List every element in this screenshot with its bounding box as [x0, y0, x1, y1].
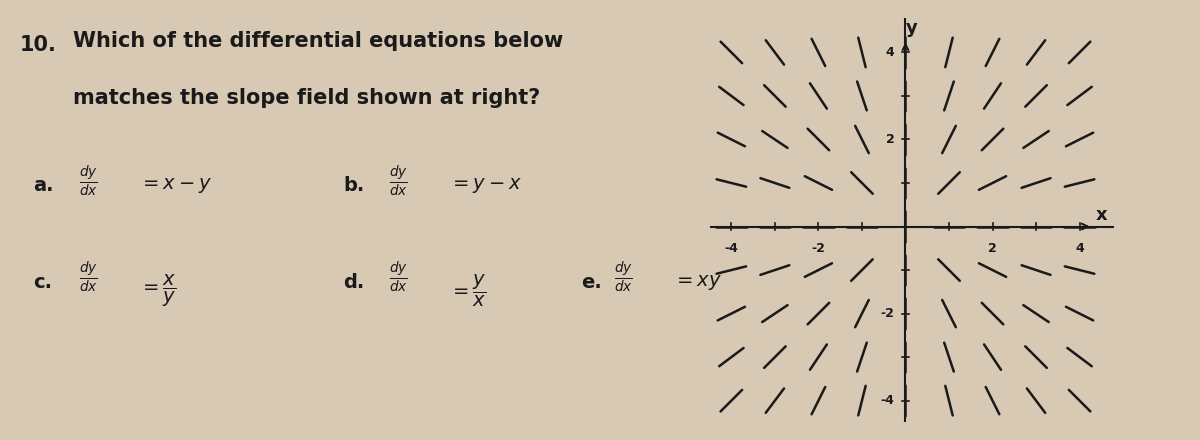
Text: $= \dfrac{y}{x}$: $= \dfrac{y}{x}$	[449, 273, 486, 309]
Text: Which of the differential equations below: Which of the differential equations belo…	[72, 31, 563, 51]
Text: -2: -2	[811, 242, 826, 255]
Text: e.: e.	[581, 273, 601, 292]
Text: -4: -4	[725, 242, 738, 255]
Text: $= y - x$: $= y - x$	[449, 176, 522, 195]
Text: $= xy$: $= xy$	[673, 273, 722, 292]
Text: matches the slope field shown at right?: matches the slope field shown at right?	[72, 88, 540, 108]
Text: b.: b.	[343, 176, 365, 195]
Text: -4: -4	[881, 394, 894, 407]
Text: x: x	[1096, 206, 1108, 224]
Text: 10.: 10.	[19, 35, 56, 55]
Text: $= \dfrac{x}{y}$: $= \dfrac{x}{y}$	[139, 273, 176, 309]
Text: $\frac{dy}{dx}$: $\frac{dy}{dx}$	[614, 260, 632, 294]
Text: 2: 2	[886, 133, 894, 146]
Text: 4: 4	[886, 46, 894, 59]
Text: 4: 4	[1075, 242, 1084, 255]
Text: c.: c.	[34, 273, 52, 292]
Text: $\frac{dy}{dx}$: $\frac{dy}{dx}$	[79, 260, 98, 294]
Text: 2: 2	[988, 242, 997, 255]
Text: y: y	[906, 19, 918, 37]
Text: $= x - y$: $= x - y$	[139, 176, 211, 195]
Text: a.: a.	[34, 176, 54, 195]
Text: $\frac{dy}{dx}$: $\frac{dy}{dx}$	[389, 260, 408, 294]
Text: $\frac{dy}{dx}$: $\frac{dy}{dx}$	[79, 163, 98, 198]
Text: $\frac{dy}{dx}$: $\frac{dy}{dx}$	[389, 163, 408, 198]
Text: d.: d.	[343, 273, 365, 292]
Text: -2: -2	[881, 307, 894, 320]
